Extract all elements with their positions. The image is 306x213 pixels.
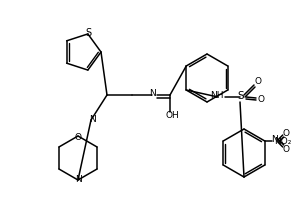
- Text: NH: NH: [210, 92, 224, 101]
- Text: S: S: [238, 91, 244, 101]
- Text: O: O: [74, 132, 81, 141]
- Text: NO₂: NO₂: [274, 138, 292, 147]
- Text: N: N: [89, 115, 95, 124]
- Text: O: O: [255, 78, 262, 86]
- Text: N: N: [150, 88, 156, 98]
- Text: O: O: [282, 128, 289, 138]
- Text: O: O: [258, 95, 264, 104]
- Text: O: O: [282, 144, 289, 154]
- Text: S: S: [86, 28, 92, 38]
- Text: OH: OH: [165, 111, 179, 121]
- Text: N: N: [271, 135, 278, 144]
- Text: N: N: [75, 174, 81, 184]
